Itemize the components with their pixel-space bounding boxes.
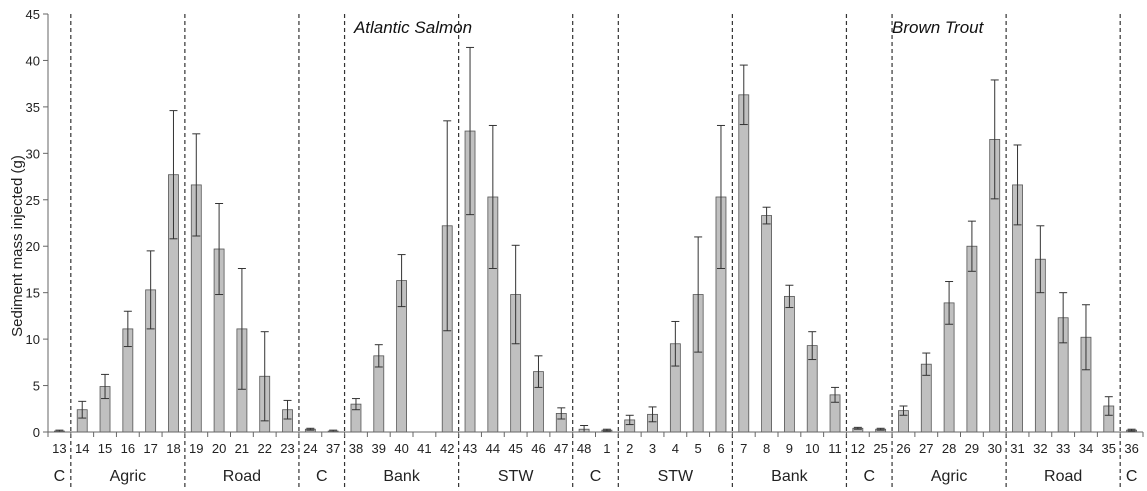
group-label: Road bbox=[1044, 468, 1082, 485]
x-tick-label: 40 bbox=[394, 441, 408, 456]
group-label: STW bbox=[658, 468, 694, 485]
x-tick-label: 36 bbox=[1124, 441, 1138, 456]
x-tick-label: 28 bbox=[942, 441, 956, 456]
x-tick-label: 26 bbox=[896, 441, 910, 456]
error-bars bbox=[55, 46, 1136, 433]
x-tick-label: 29 bbox=[965, 441, 979, 456]
y-tick-label: 40 bbox=[26, 53, 40, 68]
bar bbox=[738, 94, 750, 433]
x-tick-label: 35 bbox=[1102, 441, 1116, 456]
x-tick-label: 1 bbox=[603, 441, 610, 456]
x-tick-label: 22 bbox=[257, 441, 271, 456]
x-tick-label: 34 bbox=[1079, 441, 1093, 456]
axes bbox=[43, 13, 1144, 437]
species-label: Brown Trout bbox=[892, 18, 985, 37]
group-label: C bbox=[316, 468, 328, 485]
x-tick-label: 48 bbox=[577, 441, 591, 456]
x-tick-label: 47 bbox=[554, 441, 568, 456]
x-tick-label: 42 bbox=[440, 441, 454, 456]
labels: C Agric Road C Bank STW C STW Bank C Agric Road C13 1… bbox=[26, 7, 1139, 485]
x-tick-label: 15 bbox=[98, 441, 112, 456]
x-tick-label: 23 bbox=[280, 441, 294, 456]
x-tick-label: 11 bbox=[828, 441, 842, 456]
group-label: Bank bbox=[383, 468, 420, 485]
y-tick-label: 15 bbox=[26, 286, 40, 301]
x-tick-label: 32 bbox=[1033, 441, 1047, 456]
bar bbox=[761, 215, 772, 433]
x-tick-label: 14 bbox=[75, 441, 89, 456]
x-tick-label: 39 bbox=[372, 441, 386, 456]
x-tick-label: 7 bbox=[740, 441, 747, 456]
group-label: Agric bbox=[110, 468, 146, 485]
x-tick-label: 9 bbox=[786, 441, 793, 456]
y-tick-label: 5 bbox=[33, 379, 40, 394]
group-label: C bbox=[1126, 468, 1138, 485]
x-tick-label: 46 bbox=[531, 441, 545, 456]
x-tick-label: 3 bbox=[649, 441, 656, 456]
x-tick-label: 4 bbox=[672, 441, 679, 456]
group-label: C bbox=[54, 468, 66, 485]
y-tick-label: 20 bbox=[26, 239, 40, 254]
x-tick-label: 2 bbox=[626, 441, 633, 456]
species-label: Atlantic Salmon bbox=[353, 18, 472, 37]
x-tick-label: 13 bbox=[52, 441, 66, 456]
x-tick-label: 27 bbox=[919, 441, 933, 456]
group-label: C bbox=[590, 468, 602, 485]
y-tick-label: 30 bbox=[26, 146, 40, 161]
x-tick-label: 18 bbox=[166, 441, 180, 456]
x-tick-label: 20 bbox=[212, 441, 226, 456]
x-tick-label: 6 bbox=[717, 441, 724, 456]
x-tick-label: 31 bbox=[1010, 441, 1024, 456]
x-tick-label: 25 bbox=[873, 441, 887, 456]
x-tick-label: 5 bbox=[695, 441, 702, 456]
x-tick-label: 8 bbox=[763, 441, 770, 456]
x-tick-label: 33 bbox=[1056, 441, 1070, 456]
y-tick-label: 0 bbox=[33, 425, 40, 440]
bar bbox=[784, 295, 795, 433]
group-label: C bbox=[863, 468, 875, 485]
x-tick-label: 17 bbox=[143, 441, 157, 456]
x-tick-label: 30 bbox=[987, 441, 1001, 456]
group-label: Road bbox=[223, 468, 261, 485]
y-axis-title: Sediment mass injected (g) bbox=[9, 155, 26, 337]
x-tick-label: 43 bbox=[463, 441, 477, 456]
bar bbox=[966, 245, 978, 433]
group-label: Agric bbox=[931, 468, 967, 485]
y-tick-label: 35 bbox=[26, 100, 40, 115]
y-tick-label: 10 bbox=[26, 332, 40, 347]
x-tick-label: 16 bbox=[121, 441, 135, 456]
x-tick-label: 41 bbox=[417, 441, 431, 456]
x-tick-label: 10 bbox=[805, 441, 819, 456]
x-tick-label: 19 bbox=[189, 441, 203, 456]
x-tick-label: 38 bbox=[349, 441, 363, 456]
x-tick-label: 12 bbox=[851, 441, 865, 456]
group-label: Bank bbox=[771, 468, 808, 485]
x-tick-label: 21 bbox=[235, 441, 249, 456]
x-tick-label: 24 bbox=[303, 441, 317, 456]
x-tick-label: 45 bbox=[508, 441, 522, 456]
y-tick-label: 25 bbox=[26, 193, 40, 208]
y-tick-label: 45 bbox=[26, 7, 40, 22]
group-dividers bbox=[70, 14, 1121, 488]
x-tick-label: 44 bbox=[486, 441, 500, 456]
x-tick-label: 37 bbox=[326, 441, 340, 456]
group-label: STW bbox=[498, 468, 534, 485]
